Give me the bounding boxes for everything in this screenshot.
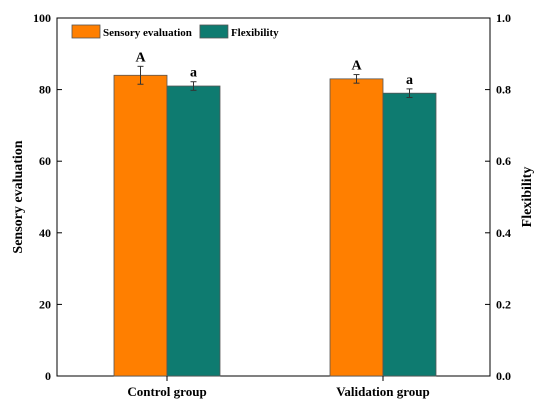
bar [329, 78, 384, 377]
chart-marks: Aa Aa [113, 50, 437, 377]
y-tick-label: 100 [33, 11, 51, 25]
significance-label: A [351, 59, 362, 74]
y-axis-title: Sensory evaluation [11, 140, 26, 253]
left-axis: 0 20 40 60 80 100 [33, 11, 62, 383]
bar [113, 74, 168, 377]
significance-label: A [135, 50, 146, 65]
y2-tick-label: 1.0 [496, 11, 511, 25]
y-tick-label: 20 [39, 297, 51, 311]
y-tick-label: 0 [45, 369, 51, 383]
x-tick-label: Validation group [336, 384, 430, 399]
y-tick-label: 60 [39, 154, 51, 168]
legend-swatch [199, 24, 229, 39]
legend-label: Sensory evaluation [103, 27, 192, 39]
bar [382, 92, 437, 377]
legend-label: Flexibility [231, 27, 279, 39]
legend: Sensory evaluation Flexibility [71, 24, 279, 39]
y2-tick-label: 0.6 [496, 154, 511, 168]
y2-tick-label: 0.2 [496, 297, 511, 311]
x-axis: Control group Validation group [127, 376, 430, 399]
plot-frame [56, 17, 491, 377]
right-axis: 0.0 0.2 0.4 0.6 0.8 1.0 [485, 11, 511, 383]
legend-swatch [71, 24, 101, 39]
y2-tick-label: 0.0 [496, 369, 511, 383]
y2-axis-title: Flexibility [520, 167, 535, 228]
significance-label: a [406, 73, 413, 88]
y2-tick-label: 0.4 [496, 226, 511, 240]
y2-tick-label: 0.8 [496, 83, 511, 97]
plot-area [56, 17, 491, 377]
significance-label: a [190, 66, 197, 81]
y-tick-label: 40 [39, 226, 51, 240]
x-tick-label: Control group [127, 384, 206, 399]
y-tick-label: 80 [39, 83, 51, 97]
bar [166, 85, 221, 377]
